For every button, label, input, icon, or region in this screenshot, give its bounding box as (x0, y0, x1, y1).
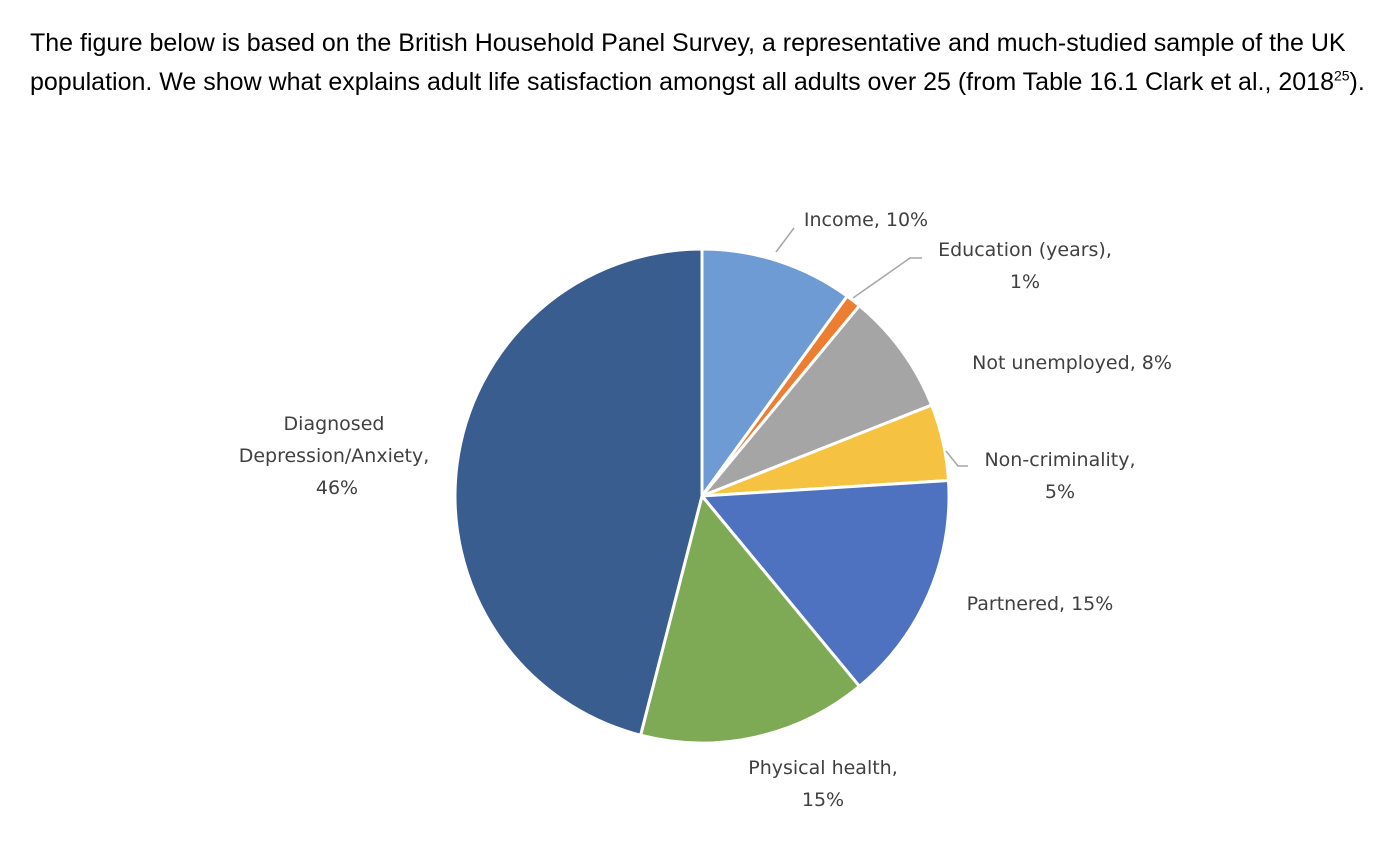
pie-slice (698, 478, 951, 689)
data-label: Education (years) 1% (905, 234, 1145, 298)
paragraph: The figure below is based on the British… (30, 24, 1380, 102)
value-label: 46% (315, 477, 359, 499)
value-label: 1% (1009, 271, 1041, 293)
pie-slice (638, 492, 862, 745)
pie (453, 247, 951, 745)
data-label: Income10% (756, 204, 976, 236)
value-label: 10% (885, 209, 929, 231)
leader-lines (775, 227, 968, 467)
paragraph-end: ). (1349, 68, 1365, 96)
value-label: 5% (1044, 481, 1076, 503)
data-label: Not unemployed8% (942, 347, 1202, 379)
value-label: 15% (801, 789, 845, 811)
pie-slice (453, 247, 704, 738)
paragraph-text: The figure below is based on the British… (30, 29, 1346, 96)
leader-line (945, 450, 968, 467)
data-label: Diagnosed Depression/Anxiety 46% (234, 408, 434, 504)
leader-line (775, 227, 795, 253)
data-label: Non-criminality 5% (950, 444, 1170, 508)
pie-slice (700, 247, 850, 501)
category-label: Physical health (748, 757, 898, 779)
value-label: 15% (1071, 593, 1114, 615)
pie-slice (700, 303, 934, 498)
data-label: Physical health 15% (713, 752, 933, 816)
category-label: Diagnosed Depression/Anxiety (239, 413, 430, 467)
value-label: 8% (1141, 352, 1172, 374)
category-label: Not unemployed (972, 352, 1136, 374)
leader-line (852, 257, 922, 299)
category-label: Income (804, 209, 880, 231)
category-label: Education (years) (938, 239, 1112, 261)
category-label: Partnered (967, 593, 1065, 615)
category-label: Non-criminality (984, 449, 1135, 471)
data-label: Partnered 15% (930, 588, 1150, 620)
footnote-ref: 25 (1333, 67, 1350, 84)
